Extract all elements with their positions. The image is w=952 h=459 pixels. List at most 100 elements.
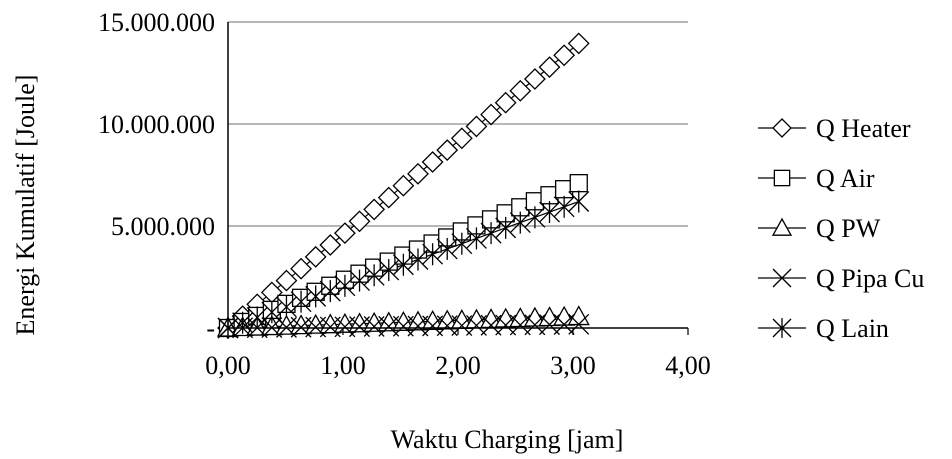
data-point — [568, 313, 590, 335]
data-point — [261, 301, 283, 324]
data-point — [246, 306, 268, 329]
data-point — [275, 314, 298, 335]
data-point — [275, 269, 298, 292]
data-point — [407, 248, 429, 271]
data-point — [421, 151, 444, 173]
legend-marker — [772, 118, 792, 138]
data-point — [494, 307, 517, 328]
axes — [227, 22, 688, 329]
y-tick-label: - — [206, 314, 215, 343]
data-point — [290, 316, 312, 338]
data-point — [436, 139, 459, 162]
x-tick-label: 1,00 — [320, 351, 366, 380]
legend-marker — [772, 268, 792, 288]
x-tick-label: 0,00 — [205, 351, 251, 380]
x-axis-title: Waktu Charging [jam] — [391, 425, 624, 454]
x-tick-label: 3,00 — [550, 351, 596, 380]
data-point — [509, 211, 531, 234]
data-point — [407, 162, 429, 185]
data-point — [378, 315, 400, 337]
legend-item: Q Heater — [758, 114, 911, 143]
data-point — [553, 44, 576, 67]
y-tick-label: 10.000.000 — [98, 110, 215, 139]
legend-item: Q Lain — [758, 314, 889, 343]
data-point — [363, 198, 386, 221]
y-tick-labels: - 5.000.000 10.000.000 15.000.000 — [98, 8, 215, 343]
x-tick-label: 4,00 — [665, 351, 711, 380]
data-point — [422, 315, 444, 337]
data-point — [553, 195, 575, 218]
data-point — [289, 314, 313, 335]
legend-label: Q Lain — [816, 314, 889, 343]
data-point — [524, 206, 546, 229]
y-axis-title: Energi Kumulatif [Joule] — [11, 75, 40, 336]
data-point — [333, 222, 356, 245]
data-point — [377, 186, 400, 209]
data-point — [567, 305, 590, 326]
data-point — [450, 127, 473, 150]
data-point — [319, 316, 341, 338]
y-tick-label: 5.000.000 — [111, 212, 215, 241]
data-point — [509, 307, 532, 328]
data-point — [451, 232, 473, 255]
data-point — [495, 216, 517, 239]
legend-item: Q PW — [758, 214, 881, 243]
x-tick-label: 2,00 — [435, 351, 481, 380]
data-point — [392, 253, 414, 276]
data-point — [422, 243, 444, 266]
data-point — [290, 257, 312, 280]
legend-label: Q PW — [816, 214, 881, 243]
data-point — [509, 314, 531, 336]
y-tick-label: 15.000.000 — [98, 8, 215, 37]
data-point — [480, 314, 502, 336]
data-point — [451, 315, 473, 337]
data-point — [319, 280, 341, 303]
data-point — [567, 32, 590, 55]
legend-marker — [771, 217, 793, 236]
data-point — [465, 115, 488, 138]
data-point — [348, 210, 371, 233]
legend-label: Q Pipa Cu — [816, 264, 924, 293]
data-point — [334, 274, 356, 297]
data-point — [392, 174, 415, 197]
data-point — [494, 91, 517, 114]
data-point — [363, 316, 385, 337]
grid-lines — [228, 21, 688, 227]
legend-item: Q Air — [758, 164, 875, 193]
data-point — [407, 315, 429, 337]
data-point — [349, 316, 370, 338]
legend-label: Q Heater — [816, 114, 911, 143]
data-point — [436, 315, 458, 337]
data-point — [232, 311, 254, 334]
data-point — [290, 290, 312, 313]
data-point — [305, 285, 327, 308]
data-point — [480, 103, 502, 126]
data-point — [539, 314, 560, 336]
legend-marker — [772, 318, 792, 338]
data-point — [392, 315, 414, 337]
x-tick-labels: 0,00 1,00 2,00 3,00 4,00 — [205, 328, 711, 380]
data-point — [465, 314, 487, 336]
data-point — [523, 68, 546, 90]
data-point — [304, 245, 327, 268]
data-point — [436, 237, 458, 260]
data-point — [553, 314, 575, 335]
data-point — [349, 269, 370, 292]
data-point — [495, 314, 517, 336]
data-point — [378, 259, 400, 282]
legend-label: Q Air — [816, 164, 875, 193]
data-point — [568, 190, 590, 213]
data-point — [539, 201, 560, 224]
data-point — [465, 227, 487, 250]
data-point — [538, 56, 561, 79]
data-point — [348, 312, 371, 333]
series-markers — [216, 32, 590, 339]
data-point — [305, 316, 327, 338]
data-point — [509, 79, 532, 102]
legend-marker — [773, 169, 791, 187]
data-point — [319, 234, 342, 256]
data-point — [363, 264, 385, 287]
data-point — [569, 174, 588, 193]
data-point — [334, 316, 356, 338]
